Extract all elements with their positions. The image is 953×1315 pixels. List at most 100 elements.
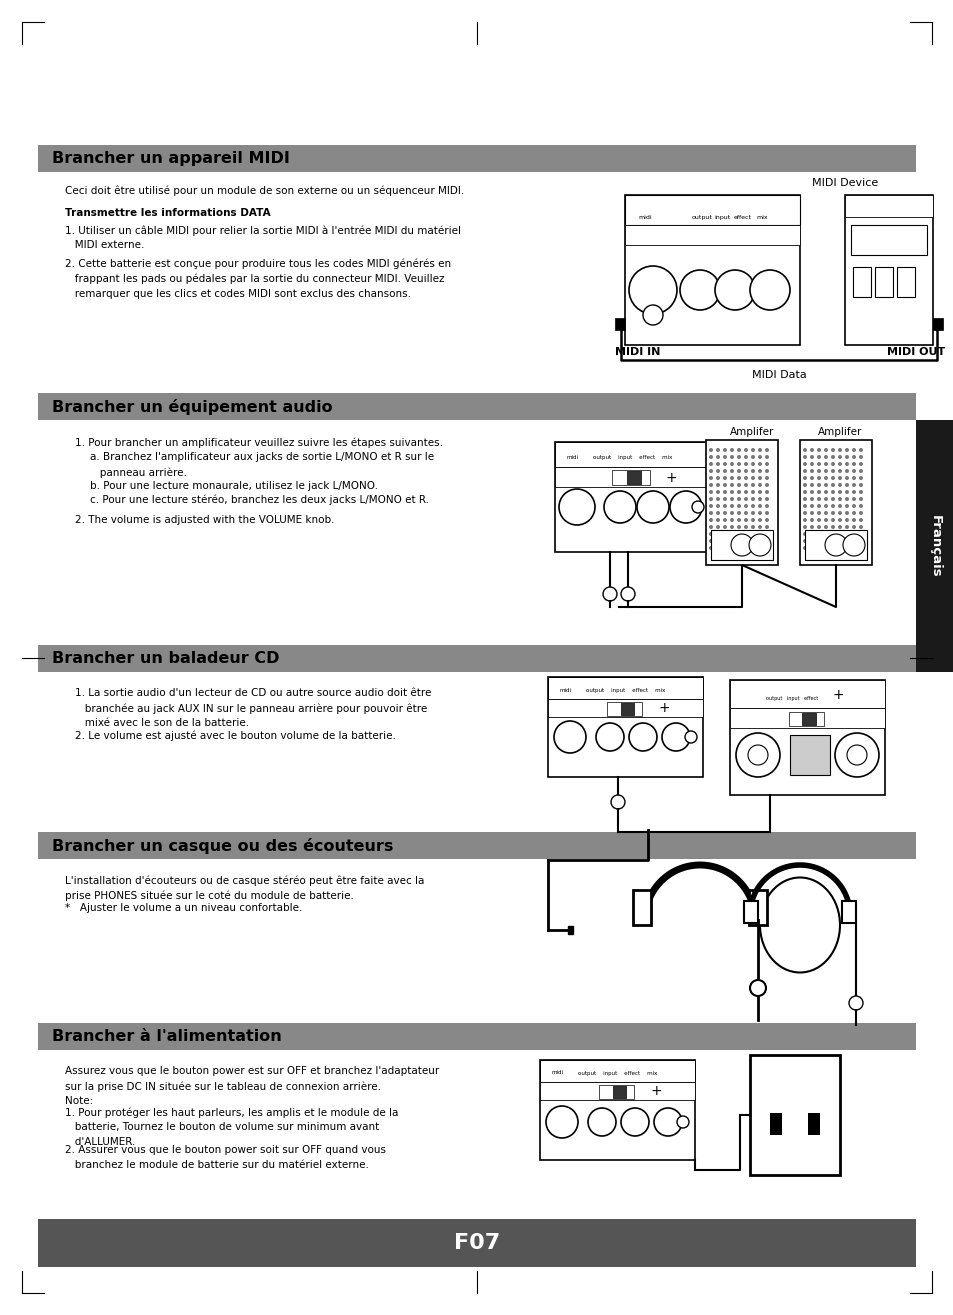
Circle shape bbox=[764, 518, 768, 522]
Text: 1. Pour protéger les haut parleurs, les amplis et le module de la
   batterie, T: 1. Pour protéger les haut parleurs, les … bbox=[65, 1107, 398, 1147]
Circle shape bbox=[558, 489, 595, 525]
Circle shape bbox=[802, 546, 806, 550]
Bar bbox=[705, 441, 778, 565]
Bar bbox=[749, 1055, 840, 1176]
Circle shape bbox=[764, 490, 768, 494]
Circle shape bbox=[802, 533, 806, 537]
Circle shape bbox=[722, 525, 726, 529]
Circle shape bbox=[716, 546, 720, 550]
Circle shape bbox=[722, 504, 726, 508]
Circle shape bbox=[587, 1109, 616, 1136]
Text: Brancher un équipement audio: Brancher un équipement audio bbox=[52, 398, 333, 414]
Bar bbox=[850, 225, 926, 255]
Bar bbox=[896, 267, 914, 297]
Circle shape bbox=[823, 490, 827, 494]
Text: L'installation d'écouteurs ou de casque stéréo peut être faite avec la
prise PHO: L'installation d'écouteurs ou de casque … bbox=[65, 874, 424, 901]
Circle shape bbox=[737, 497, 740, 501]
Circle shape bbox=[737, 490, 740, 494]
Circle shape bbox=[750, 525, 754, 529]
Bar bbox=[613, 1086, 625, 1098]
Bar bbox=[874, 267, 892, 297]
Circle shape bbox=[823, 476, 827, 480]
Text: output    input    effect    mix: output input effect mix bbox=[592, 455, 672, 459]
Circle shape bbox=[679, 270, 720, 310]
Circle shape bbox=[837, 504, 841, 508]
Circle shape bbox=[858, 448, 862, 452]
Bar bbox=[38, 1219, 915, 1266]
Circle shape bbox=[823, 469, 827, 473]
Text: Ceci doit être utilisé pour un module de son externe ou un séquenceur MIDI.: Ceci doit être utilisé pour un module de… bbox=[65, 185, 464, 196]
Circle shape bbox=[823, 483, 827, 487]
Circle shape bbox=[764, 525, 768, 529]
Circle shape bbox=[743, 512, 747, 515]
Circle shape bbox=[823, 497, 827, 501]
Circle shape bbox=[830, 497, 834, 501]
Bar bbox=[807, 1112, 820, 1135]
Circle shape bbox=[708, 455, 712, 459]
Text: midi: midi bbox=[559, 688, 572, 693]
Circle shape bbox=[851, 476, 855, 480]
Bar bbox=[615, 318, 624, 330]
Bar bbox=[710, 530, 772, 560]
Circle shape bbox=[830, 490, 834, 494]
Circle shape bbox=[844, 483, 848, 487]
Bar bbox=[624, 195, 800, 345]
Text: b. Pour une lecture monaurale, utilisez le jack L/MONO.: b. Pour une lecture monaurale, utilisez … bbox=[90, 481, 377, 490]
Circle shape bbox=[642, 305, 662, 325]
Circle shape bbox=[830, 525, 834, 529]
Circle shape bbox=[844, 533, 848, 537]
Bar bbox=[606, 702, 641, 715]
Circle shape bbox=[758, 469, 761, 473]
Circle shape bbox=[637, 490, 668, 523]
Bar bbox=[844, 195, 932, 217]
Bar bbox=[539, 1060, 695, 1160]
Circle shape bbox=[830, 476, 834, 480]
Circle shape bbox=[816, 497, 821, 501]
Circle shape bbox=[737, 539, 740, 543]
Circle shape bbox=[837, 448, 841, 452]
Circle shape bbox=[764, 539, 768, 543]
Text: output    input    effect    mix: output input effect mix bbox=[585, 688, 664, 693]
Bar bbox=[748, 890, 766, 924]
Circle shape bbox=[743, 455, 747, 459]
Circle shape bbox=[758, 483, 761, 487]
Text: Brancher un casque ou des écouteurs: Brancher un casque ou des écouteurs bbox=[52, 838, 393, 853]
Circle shape bbox=[837, 462, 841, 466]
Circle shape bbox=[722, 455, 726, 459]
Circle shape bbox=[750, 469, 754, 473]
Circle shape bbox=[830, 546, 834, 550]
Circle shape bbox=[802, 497, 806, 501]
Circle shape bbox=[708, 518, 712, 522]
Circle shape bbox=[764, 533, 768, 537]
Circle shape bbox=[844, 539, 848, 543]
Circle shape bbox=[708, 512, 712, 515]
Circle shape bbox=[716, 455, 720, 459]
Circle shape bbox=[809, 476, 813, 480]
Circle shape bbox=[743, 539, 747, 543]
Bar bbox=[555, 442, 709, 552]
Ellipse shape bbox=[760, 877, 840, 973]
Circle shape bbox=[802, 518, 806, 522]
Text: midi: midi bbox=[552, 1070, 563, 1076]
Circle shape bbox=[851, 497, 855, 501]
Bar bbox=[804, 530, 866, 560]
Circle shape bbox=[809, 504, 813, 508]
Circle shape bbox=[716, 476, 720, 480]
Circle shape bbox=[743, 533, 747, 537]
Circle shape bbox=[837, 518, 841, 522]
Circle shape bbox=[851, 533, 855, 537]
Circle shape bbox=[716, 539, 720, 543]
Circle shape bbox=[844, 512, 848, 515]
Circle shape bbox=[708, 497, 712, 501]
Bar bbox=[547, 677, 702, 700]
Circle shape bbox=[851, 462, 855, 466]
Circle shape bbox=[729, 539, 733, 543]
Bar bbox=[539, 1082, 695, 1101]
Circle shape bbox=[802, 476, 806, 480]
Bar bbox=[38, 644, 915, 672]
Text: mix: mix bbox=[756, 214, 767, 220]
Bar bbox=[555, 442, 709, 467]
Circle shape bbox=[844, 504, 848, 508]
Circle shape bbox=[858, 455, 862, 459]
Bar bbox=[598, 1085, 634, 1099]
